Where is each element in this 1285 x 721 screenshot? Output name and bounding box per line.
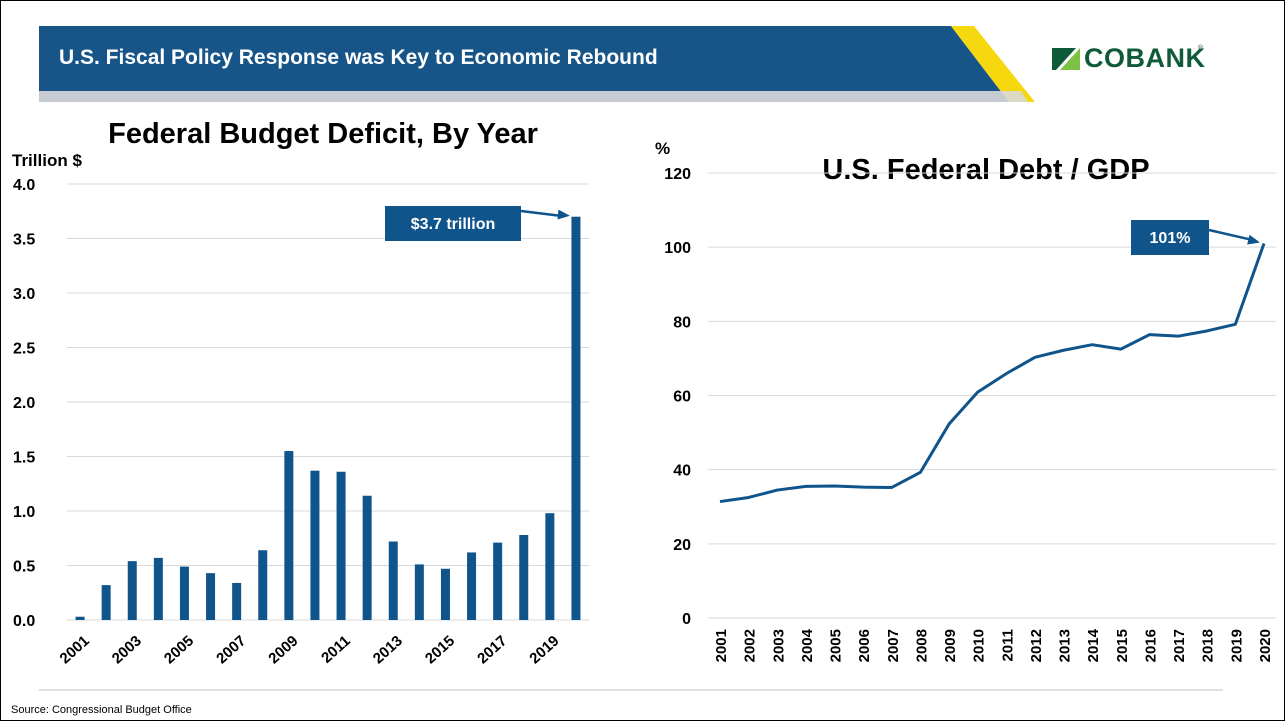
x-tick-label: 2017	[1171, 629, 1188, 662]
bar-2010	[310, 470, 320, 620]
x-tick-label: 2019	[1228, 629, 1245, 662]
y-tick-label: 120	[664, 166, 691, 183]
bar-2018	[519, 534, 529, 620]
deficit-chart: Federal Budget Deficit, By Year Trillion …	[12, 118, 589, 667]
bar-2009	[284, 451, 294, 620]
callout-arrow	[1208, 228, 1251, 241]
chart-title: Federal Budget Deficit, By Year	[108, 118, 538, 150]
logo-trademark: ®	[1198, 45, 1204, 52]
bar-2008	[258, 550, 268, 620]
x-tick-label: 2006	[856, 629, 873, 662]
x-tick-label: 2001	[713, 629, 730, 662]
header-background	[39, 26, 1035, 102]
series-line	[719, 242, 1266, 504]
bar-2004	[153, 557, 163, 620]
header-blue-band	[39, 26, 1009, 102]
x-tick-label: 2010	[971, 629, 988, 662]
x-tick-label: 2001	[57, 632, 93, 667]
x-tick-label: 2004	[799, 628, 816, 662]
x-tick-label: 2017	[474, 632, 510, 667]
y-tick-label: 1.5	[13, 450, 35, 467]
x-tick-label: 2014	[1085, 628, 1102, 662]
callout-label: $3.7 trillion	[411, 216, 495, 233]
y-tick-label: 0	[682, 611, 691, 628]
x-tick-label: 2018	[1200, 629, 1217, 662]
x-tick-label: 2019	[526, 632, 562, 667]
callout-box	[1131, 220, 1209, 255]
x-tick-label: 2009	[942, 629, 959, 662]
y-tick-label: 2.0	[13, 395, 35, 412]
y-axis-unit: Trillion $	[12, 151, 82, 170]
y-tick-label: 3.5	[13, 232, 35, 249]
x-tick-label: 2005	[161, 632, 197, 667]
debt-gdp-chart: U.S. Federal Debt / GDP% 0 20 40 60 80 100 120 2…	[655, 139, 1276, 662]
x-tick-label: 2008	[913, 629, 930, 662]
y-axis-unit: %	[655, 139, 670, 158]
bar-2019	[545, 513, 555, 620]
x-tick-label: 2012	[1028, 629, 1045, 662]
x-tick-label: 2011	[999, 629, 1016, 662]
y-tick-label: 0.5	[13, 559, 35, 576]
y-tick-label: 1.0	[13, 504, 35, 521]
y-tick-label: 0.0	[13, 613, 35, 630]
y-tick-label: 80	[673, 314, 691, 331]
logo-text: COBANK	[1084, 43, 1206, 73]
bar-2020	[571, 216, 581, 620]
x-tick-label: 2020	[1257, 629, 1274, 662]
y-tick-label: 20	[673, 537, 691, 554]
bar-2002	[101, 585, 111, 620]
y-tick-label: 4.0	[13, 177, 35, 194]
y-tick-label: 3.0	[13, 286, 35, 303]
x-tick-label: 2003	[109, 632, 145, 667]
callout-box	[385, 206, 521, 241]
callout-arrowhead	[557, 209, 570, 220]
header-yellow-stripe	[951, 26, 1035, 102]
x-tick-label: 2011	[318, 632, 354, 666]
logo-mark-icon	[1052, 48, 1080, 70]
callout-arrowhead	[1247, 234, 1260, 245]
y-tick-label: 60	[673, 389, 691, 406]
y-tick-label: 100	[664, 240, 691, 257]
bar-2016	[467, 552, 477, 620]
bar-2014	[414, 564, 424, 620]
bar-2017	[493, 542, 503, 620]
callout-label: 101%	[1150, 230, 1191, 247]
x-tick-label: 2007	[885, 629, 902, 662]
callout-arrow	[520, 209, 561, 217]
bar-2006	[206, 573, 216, 620]
bar-2001	[75, 616, 85, 620]
bar-2012	[362, 495, 372, 620]
header-bar: U.S. Fiscal Policy Response was Key to E…	[1, 1, 1284, 102]
x-tick-label: 2016	[1142, 629, 1159, 662]
x-tick-label: 2007	[213, 632, 249, 667]
bar-2013	[388, 541, 398, 620]
x-tick-label: 2013	[370, 632, 406, 667]
x-tick-label: 2005	[828, 629, 845, 662]
x-tick-label: 2009	[265, 632, 301, 667]
x-tick-label: 2013	[1057, 629, 1074, 662]
bar-2003	[127, 561, 137, 620]
bar-2015	[440, 568, 450, 620]
x-tick-label: 2015	[1114, 629, 1131, 662]
x-tick-label: 2002	[742, 629, 759, 662]
x-tick-label: 2003	[770, 629, 787, 662]
x-tick-label: 2015	[422, 632, 458, 667]
source-note: Source: Congressional Budget Office	[11, 704, 192, 716]
chart-title: U.S. Federal Debt / GDP	[822, 154, 1149, 186]
bar-2007	[232, 582, 242, 620]
page-title: U.S. Fiscal Policy Response was Key to E…	[59, 46, 658, 69]
bar-2011	[336, 471, 346, 620]
y-tick-label: 40	[673, 463, 691, 480]
y-tick-label: 2.5	[13, 341, 35, 358]
header-gray-band	[39, 91, 1028, 102]
bar-2005	[179, 566, 189, 620]
